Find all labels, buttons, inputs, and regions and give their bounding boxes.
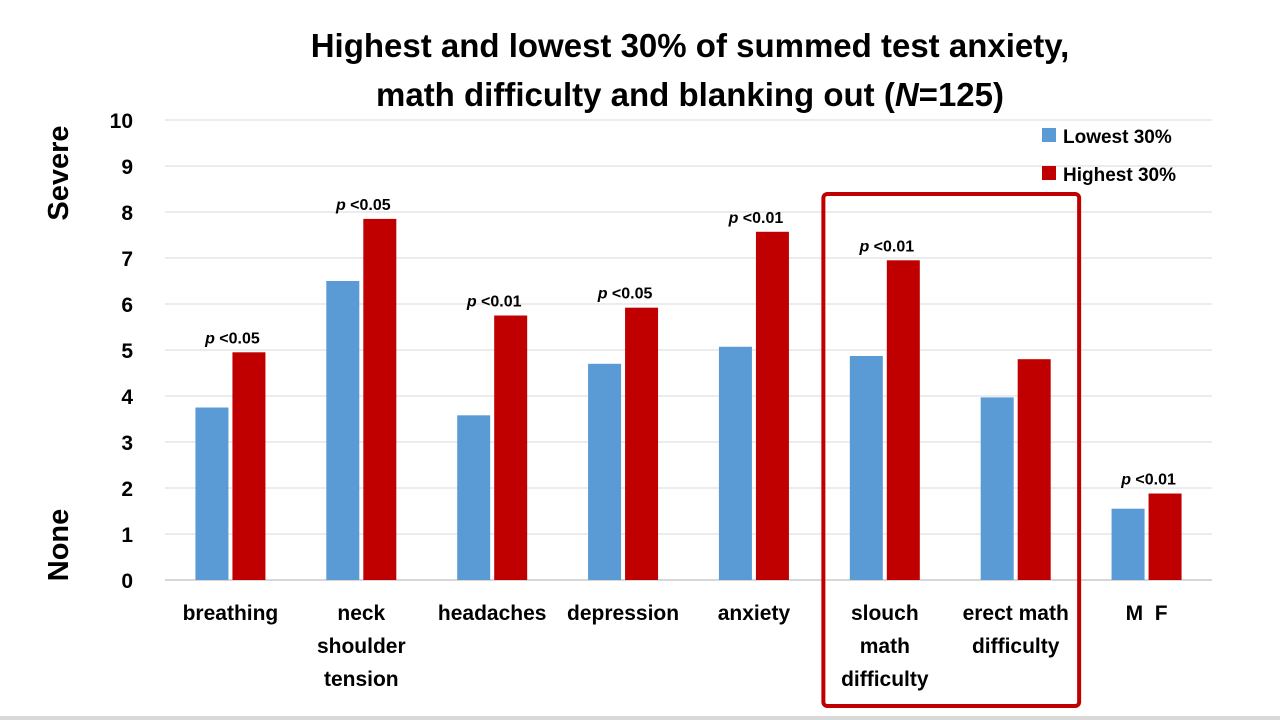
legend-swatch-highest	[1042, 166, 1056, 180]
y-tick-label: 3	[121, 432, 133, 455]
significance-label: p <0.01	[1120, 472, 1176, 489]
bar-lowest-30	[718, 346, 752, 580]
category-label: slouch math difficulty	[841, 602, 929, 691]
bar-lowest-30	[1111, 508, 1145, 580]
highlight-box	[821, 192, 1082, 708]
significance-label: p <0.05	[597, 286, 653, 303]
bar-lowest-30	[980, 397, 1014, 580]
significance-label: p <0.01	[466, 294, 522, 311]
y-tick-label: 6	[121, 294, 133, 317]
bar-lowest-30	[326, 281, 360, 580]
legend-label-lowest: Lowest 30%	[1063, 127, 1172, 148]
legend: Lowest 30% Highest 30%	[1042, 127, 1176, 186]
category-label: depression	[567, 602, 679, 625]
y-label-severe: Severe	[43, 125, 75, 220]
bar-highest-30	[886, 260, 920, 580]
bar-highest-30	[1148, 493, 1182, 580]
y-label-none: None	[43, 509, 75, 582]
significance-label: p <0.01	[858, 238, 914, 255]
bar-highest-30	[363, 218, 397, 580]
category-label: erect math difficulty	[963, 602, 1069, 658]
bar-lowest-30	[457, 415, 491, 580]
category-labels: breathing neck shoulder tension headaches dep…	[183, 602, 1168, 691]
bar-lowest-30	[588, 363, 622, 580]
bar-lowest-30	[195, 407, 229, 580]
legend-swatch-lowest	[1042, 128, 1056, 142]
bar-highest-30	[755, 231, 789, 580]
y-tick-label: 8	[121, 202, 133, 225]
y-tick-label: 5	[121, 340, 133, 363]
y-tick-label: 7	[121, 248, 133, 271]
bar-highest-30	[625, 307, 659, 580]
chart-title-line-1: Highest and lowest 30% of summed test an…	[311, 27, 1070, 64]
significance-label: p <0.05	[204, 330, 260, 347]
y-tick-label: 4	[121, 386, 133, 409]
gridlines	[165, 119, 1212, 581]
title-italic-n: N	[895, 76, 920, 113]
bottom-divider	[0, 716, 1280, 720]
bar-lowest-30	[849, 355, 883, 580]
bars	[195, 218, 1182, 580]
bar-highest-30	[494, 315, 528, 580]
bar-highest-30	[232, 352, 266, 580]
category-label: breathing	[183, 602, 279, 625]
category-label: headaches	[438, 602, 547, 625]
y-tick-label: 9	[121, 156, 133, 179]
significance-labels: p <0.05 p <0.05 p <0.01 p <0.05 p <0.01 p <0.…	[204, 197, 1176, 489]
y-axis-ticks: 0 1 2 3 4 5 6 7 8 9 10	[110, 110, 134, 593]
category-label: M F	[1126, 602, 1168, 625]
chart-title-line-2: math difficulty and blanking out (N=125)	[376, 76, 1004, 113]
y-tick-label: 0	[121, 570, 133, 593]
bar-highest-30	[1017, 359, 1051, 580]
y-tick-label: 1	[121, 524, 133, 547]
category-label: anxiety	[718, 602, 791, 625]
significance-label: p <0.01	[728, 210, 784, 227]
category-label: neck shoulder tension	[317, 602, 406, 691]
legend-label-highest: Highest 30%	[1063, 165, 1176, 186]
y-tick-label: 2	[121, 478, 133, 501]
y-tick-label: 10	[110, 110, 133, 133]
significance-label: p <0.05	[335, 197, 391, 214]
chart-title-line-2-text: math difficulty and blanking out (N=125)	[376, 76, 1004, 113]
